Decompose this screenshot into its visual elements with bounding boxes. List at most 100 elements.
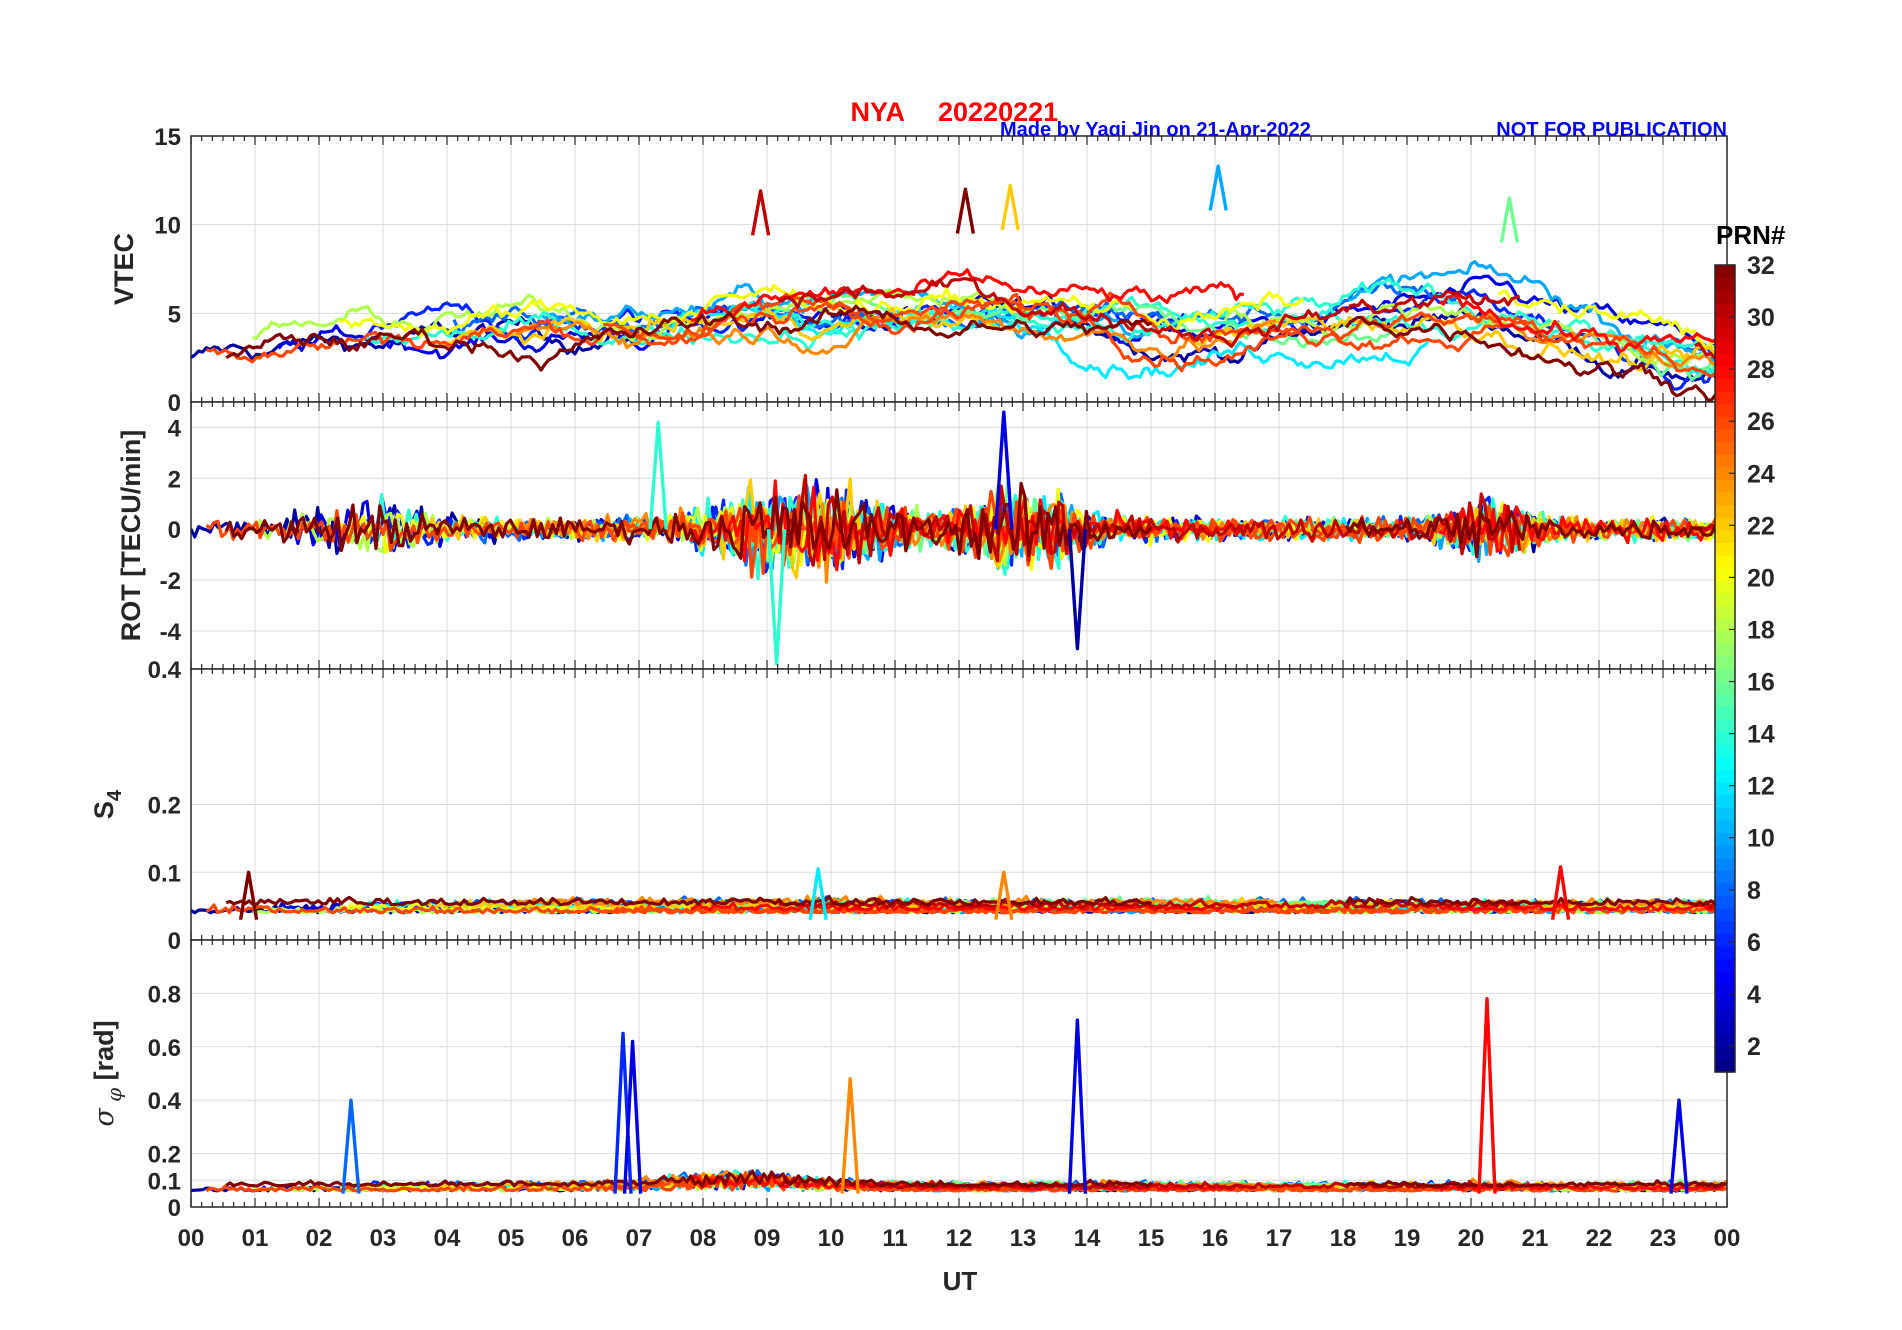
colorbar-band (1715, 807, 1735, 821)
colorbar-band (1715, 744, 1735, 758)
x-tick-label: 11 (882, 1225, 907, 1252)
peak-mark-prn-32 (238, 870, 259, 920)
chart-title-date: 20220221 (938, 97, 1058, 127)
x-tick-label: 03 (370, 1225, 397, 1252)
colorbar-band (1715, 1059, 1735, 1073)
peak-mark-prn-2 (1067, 529, 1088, 651)
y-tick-label: 0.6 (148, 1035, 181, 1062)
y-axis-label-sigma: σ (89, 1107, 120, 1127)
colorbar-band (1715, 378, 1735, 392)
x-tick-label: 10 (818, 1225, 845, 1252)
peak-mark-prn-8 (341, 1098, 361, 1194)
colorbar-tick-label: 20 (1747, 564, 1775, 592)
colorbar-band (1715, 340, 1735, 354)
peak-mark-prn-4 (994, 410, 1014, 530)
x-tick-label: 21 (1522, 1225, 1549, 1252)
y-tick-label: 10 (154, 213, 181, 240)
x-tick-label: 13 (1010, 1225, 1037, 1252)
y-tick-label: 0 (168, 517, 181, 544)
colorbar-band (1715, 933, 1735, 947)
colorbar-band (1715, 618, 1735, 632)
colorbar-band (1715, 529, 1735, 544)
colorbar-band (1715, 845, 1735, 859)
colorbar-band (1715, 1008, 1735, 1023)
colorbar-tick-label: 2 (1747, 1033, 1761, 1061)
y-axis-label-phi: φ (102, 1088, 126, 1108)
y-tick-label: 0.4 (148, 1088, 182, 1115)
y-tick-label: 0.2 (148, 793, 181, 820)
peak-mark-prn-4 (1669, 1098, 1689, 1194)
x-tick-label: 00 (178, 1225, 205, 1252)
colorbar-band (1715, 1034, 1735, 1048)
colorbar-band (1715, 908, 1735, 922)
x-tick-label: 17 (1266, 1225, 1293, 1252)
y-axis-label: VTEC (109, 233, 139, 305)
colorbar-band (1715, 681, 1735, 695)
peak-mark-prn-4 (1067, 1018, 1088, 1194)
colorbar-band (1715, 668, 1735, 682)
colorbar-tick-label: 26 (1747, 408, 1775, 436)
peak-mark-prn-14 (648, 420, 668, 530)
x-tick-label: 16 (1202, 1225, 1229, 1252)
colorbar-tick-label: 8 (1747, 877, 1761, 905)
x-tick-label: 09 (754, 1225, 781, 1252)
panel-sigma_phi: 00.10.2 0.4 0.6 0.8 σ φ [rad] (89, 939, 1728, 1222)
x-tick-label: 12 (946, 1225, 973, 1252)
y-tick-label: 5 (168, 301, 181, 328)
colorbar-band (1715, 353, 1735, 367)
colorbar-tick-label: 12 (1747, 773, 1775, 801)
colorbar-band (1715, 517, 1735, 531)
colorbar-tick-label: 24 (1747, 460, 1775, 488)
x-tick-label: 23 (1650, 1225, 1677, 1252)
colorbar-band (1715, 769, 1735, 783)
peak-mark-prn-24 (840, 1077, 860, 1194)
colorbar-band (1715, 870, 1735, 884)
colorbar-tick-label: 30 (1747, 304, 1775, 332)
y-axis-label: ROT [TECU/min] (116, 430, 146, 641)
colorbar-band (1715, 882, 1735, 897)
peak-mark-prn-24 (994, 870, 1014, 920)
y-tick-label: 0 (168, 1195, 181, 1222)
peak-mark-prn-4 (622, 1039, 643, 1194)
y-axis-label-main: S (89, 801, 119, 819)
colorbar-band (1715, 781, 1735, 796)
colorbar-tick-label: 32 (1747, 252, 1775, 280)
y-axis-label-unit: [rad] (89, 1020, 119, 1088)
colorbar-band (1715, 857, 1735, 871)
colorbar-tick-label: 10 (1747, 825, 1775, 853)
colorbar-band (1715, 580, 1735, 594)
x-tick-label: 06 (562, 1225, 589, 1252)
y-tick-label: 4 (168, 415, 182, 442)
panel-vtec: 0 5 10 15 VTEC (109, 124, 1728, 417)
colorbar-band (1715, 290, 1735, 304)
colorbar-band (1715, 983, 1735, 997)
x-tick-label: 15 (1138, 1225, 1165, 1252)
colorbar-frame (1714, 264, 1736, 1073)
colorbar-band (1715, 328, 1735, 342)
x-tick-label: 05 (498, 1225, 525, 1252)
y-tick-label: 0 (168, 928, 181, 955)
colorbar-band (1715, 315, 1735, 329)
x-tick-label: 07 (626, 1225, 653, 1252)
colorbar-band (1715, 403, 1735, 417)
colorbar-tick-label: 16 (1747, 669, 1775, 697)
colorbar-band (1715, 958, 1735, 972)
colorbar-band (1715, 731, 1735, 745)
colorbar-band (1715, 567, 1735, 581)
y-tick-label: 2 (168, 466, 181, 493)
y-tick-label: 0.8 (148, 981, 181, 1008)
colorbar-tick-label: 6 (1747, 929, 1761, 957)
y-axis-label: S4 (89, 789, 126, 819)
y-axis-label-sub: 4 (104, 789, 126, 801)
x-axis-label: UT (943, 1266, 978, 1296)
colorbar-band (1715, 630, 1735, 644)
colorbar-band (1715, 819, 1735, 834)
y-tick-label: -2 (160, 568, 181, 595)
colorbar-band (1715, 718, 1735, 733)
colorbar-band (1715, 1021, 1735, 1035)
y-tick-label: 0.2 (148, 1142, 181, 1169)
colorbar-band (1715, 302, 1735, 317)
colorbar-band (1715, 643, 1735, 657)
